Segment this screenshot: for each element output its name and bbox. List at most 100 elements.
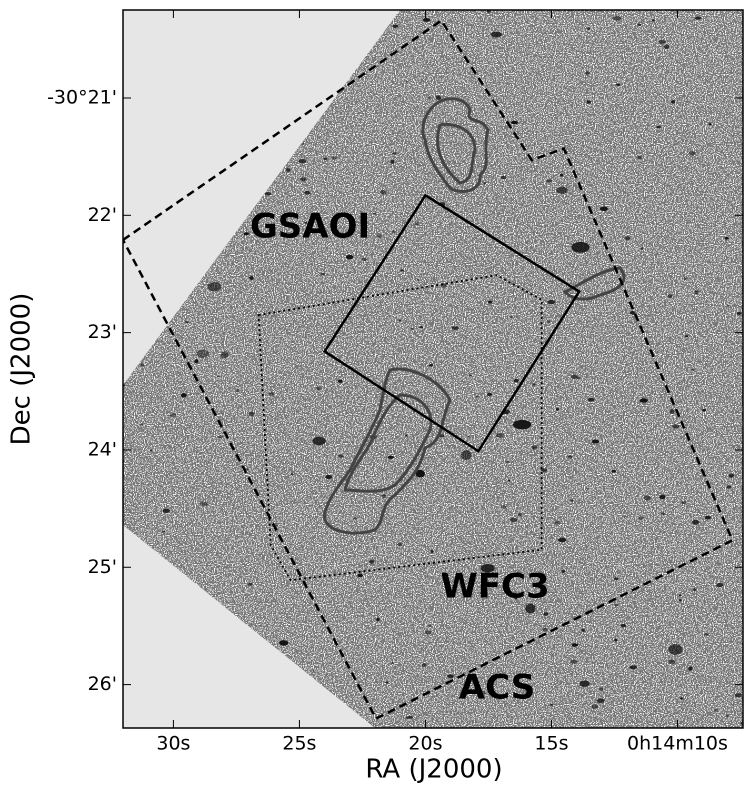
source — [692, 519, 700, 525]
source — [570, 659, 578, 664]
source — [475, 395, 480, 398]
source — [726, 305, 730, 308]
source — [414, 222, 420, 225]
source — [585, 487, 589, 490]
source — [668, 659, 676, 664]
source — [736, 311, 742, 315]
source — [422, 18, 431, 22]
source — [500, 175, 507, 180]
source — [591, 704, 599, 709]
source — [337, 379, 343, 383]
source — [508, 479, 511, 482]
y-tick-label: -30°21' — [47, 86, 117, 108]
source — [726, 485, 732, 489]
plot-frame — [122, 9, 744, 729]
source — [419, 326, 424, 329]
source — [660, 512, 666, 516]
source — [169, 413, 177, 417]
source — [316, 386, 322, 391]
source — [505, 460, 510, 464]
source — [613, 577, 619, 581]
source — [439, 434, 445, 438]
source — [571, 643, 579, 647]
source — [560, 173, 564, 177]
x-tick-label: 15s — [534, 733, 568, 755]
source — [596, 698, 605, 703]
source — [581, 628, 586, 632]
source — [510, 120, 518, 125]
source — [435, 95, 442, 100]
source — [571, 241, 590, 253]
source — [669, 409, 675, 414]
source — [663, 44, 670, 50]
source — [381, 494, 387, 498]
source — [479, 592, 483, 594]
contour — [421, 97, 490, 193]
source — [694, 16, 702, 20]
source — [513, 378, 519, 383]
source — [501, 505, 507, 509]
source — [571, 374, 578, 379]
source — [554, 520, 561, 525]
source — [615, 83, 621, 86]
source — [140, 423, 144, 426]
source — [428, 96, 432, 99]
source — [576, 376, 581, 379]
source — [620, 623, 627, 628]
source — [323, 157, 328, 160]
source — [623, 516, 626, 518]
x-axis-label: RA (J2000) — [365, 755, 502, 785]
source — [391, 230, 396, 233]
source — [161, 530, 166, 533]
source — [468, 374, 473, 377]
x-tick-label: 0h14m10s — [627, 733, 728, 755]
source — [331, 156, 337, 160]
source — [373, 212, 376, 215]
source — [683, 277, 687, 281]
source — [586, 100, 591, 104]
source — [680, 697, 684, 700]
source — [447, 674, 454, 679]
source — [685, 335, 689, 338]
source — [300, 177, 307, 182]
source — [268, 392, 275, 396]
source — [659, 494, 666, 500]
source — [194, 359, 199, 364]
source — [693, 588, 697, 592]
source — [424, 630, 432, 635]
x-tick-label: 20s — [408, 733, 442, 755]
source — [184, 321, 189, 324]
source — [245, 468, 249, 471]
source — [361, 257, 367, 262]
source — [460, 450, 472, 460]
source — [651, 18, 655, 22]
source — [301, 142, 305, 145]
source — [671, 424, 680, 429]
source — [417, 278, 420, 281]
source — [391, 662, 394, 664]
source — [285, 168, 291, 172]
source — [510, 315, 513, 318]
source — [406, 80, 409, 83]
contour — [323, 367, 452, 535]
source — [714, 708, 719, 712]
source — [369, 559, 375, 564]
source — [236, 388, 240, 393]
source — [397, 542, 403, 546]
source — [708, 123, 712, 126]
source — [495, 433, 505, 438]
source — [410, 327, 414, 330]
source — [180, 393, 187, 398]
source — [551, 653, 554, 656]
source — [556, 186, 568, 194]
source — [525, 603, 536, 614]
source — [658, 39, 666, 44]
y-axis-label: Dec (J2000) — [7, 293, 37, 446]
source — [547, 320, 551, 323]
source — [279, 640, 289, 646]
source — [611, 469, 617, 473]
source — [629, 665, 637, 670]
source — [149, 449, 153, 452]
source — [570, 499, 574, 502]
source — [487, 300, 493, 304]
